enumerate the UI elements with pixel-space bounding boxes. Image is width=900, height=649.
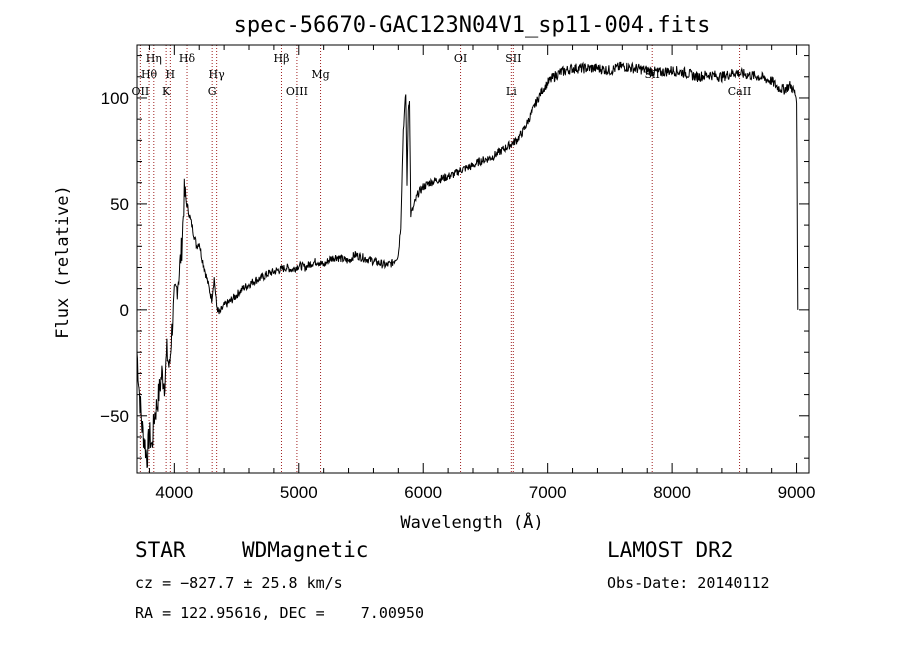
line-marker-label: Hη [146,52,162,65]
line-marker-label: Mg [311,68,329,81]
line-marker-label: SII [505,52,521,65]
plot-frame [136,44,810,474]
y-tick-label: 50 [110,195,129,214]
spectrum-series [136,61,799,468]
x-tick-label: 6000 [404,483,442,502]
object-class: STAR [135,538,186,562]
line-marker-label: K [162,85,171,98]
line-marker-label: Li [506,85,517,98]
y-axis-ticks: −50 0 50 100 [100,55,809,459]
chart-title: spec-56670-GAC123N04V1_sp11-004.fits [234,13,711,38]
y-tick-label: −50 [100,407,129,426]
line-marker-label: CaII [728,85,752,98]
redshift-cz: cz = −827.7 ± 25.8 km/s [135,574,343,592]
y-tick-label: 100 [101,89,129,108]
x-tick-label: 4000 [155,483,193,502]
x-tick-label: 8000 [653,483,691,502]
line-marker-label: Hβ [274,52,290,65]
survey-name: LAMOST DR2 [607,538,734,562]
x-tick-label: 7000 [529,483,567,502]
ra-dec: RA = 122.95616, DEC = 7.00950 [135,604,424,622]
x-tick-label: 9000 [778,483,816,502]
line-marker-label: OI [454,52,467,65]
line-marker-label: Hθ [141,68,158,81]
x-axis-label: Wavelength (Å) [400,511,543,533]
observation-date: Obs-Date: 20140112 [607,574,770,592]
y-axis-label: Flux (relative) [53,185,73,339]
x-tick-label: 5000 [280,483,318,502]
line-marker-label: Hγ [209,68,226,81]
line-marker-label: H [166,68,176,81]
line-marker-label: G [208,85,217,98]
x-axis-ticks: 4000 5000 6000 7000 8000 9000 [148,45,816,502]
object-subclass: WDMagnetic [242,538,369,562]
line-marker-label: OII [132,85,150,98]
line-marker-label: Hδ [179,52,196,65]
line-marker-label: OIII [286,85,308,98]
y-tick-label: 0 [120,301,129,320]
spectrum-line [136,61,799,468]
